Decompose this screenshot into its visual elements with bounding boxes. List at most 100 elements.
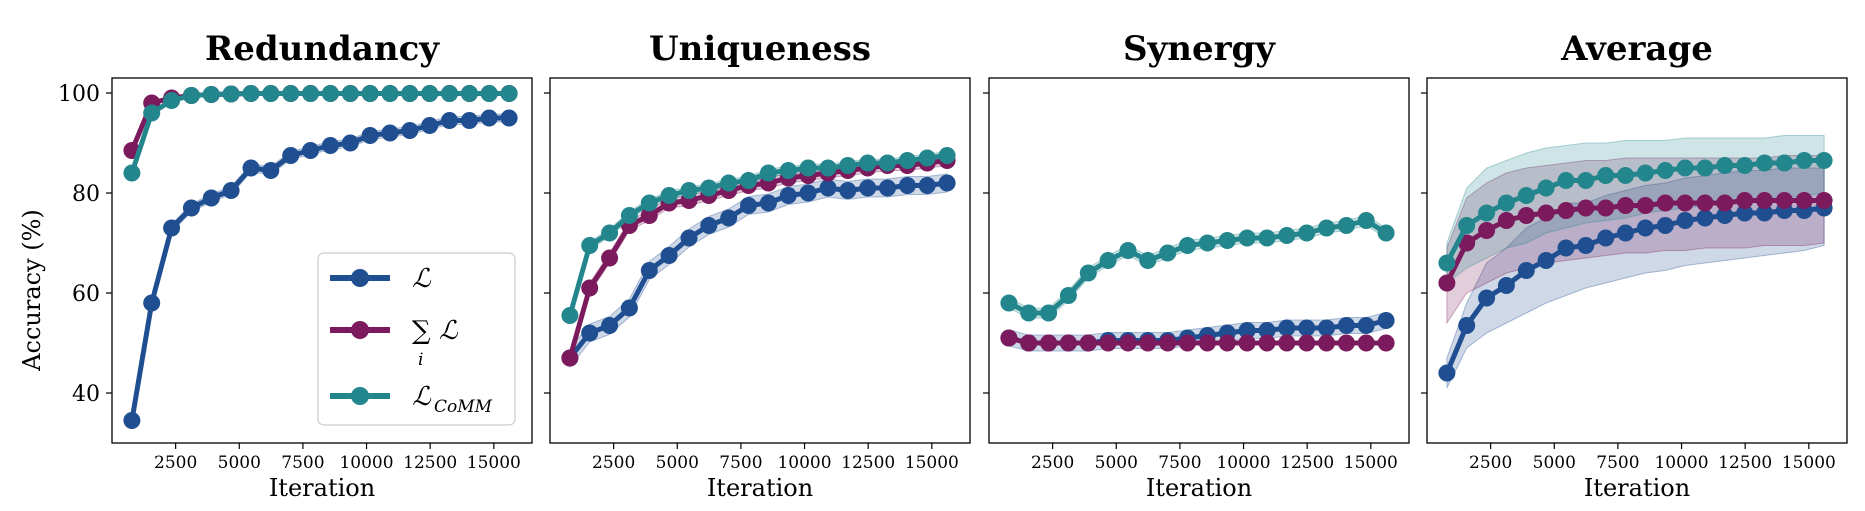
x-tick-label: 7500 [281,453,324,473]
data-point-L [401,122,419,139]
data-point-L [163,219,181,237]
data-point-sumLi [1238,334,1256,352]
data-point-Lcomm [601,224,619,242]
data-point-Lcomm [1179,237,1196,254]
panel-title: Uniqueness [649,29,871,69]
data-point-L [1676,212,1694,229]
data-point-L [1577,237,1595,254]
data-point-Lcomm [799,159,817,177]
data-point-L [143,294,161,312]
panel-title: Redundancy [205,29,440,69]
data-point-Lcomm [1318,219,1335,237]
data-point-L [759,194,777,212]
x-tick-label: 10000 [1216,453,1270,473]
data-point-Lcomm [680,182,698,199]
x-tick-label: 15000 [905,453,959,473]
legend-marker [351,321,369,339]
data-point-L [361,127,379,144]
data-point-Lcomm [1756,154,1773,172]
data-point-sumLi [1617,197,1634,214]
x-tick-label: 15000 [1344,453,1398,473]
data-point-Lcomm [561,307,579,324]
data-point-Lcomm [441,85,458,102]
data-point-Lcomm [500,85,518,102]
data-point-sumLi [640,207,658,224]
data-point-L [480,109,498,127]
data-point-Lcomm [1258,229,1276,247]
legend-label: ℒ [412,382,432,412]
legend-marker [351,387,369,405]
data-point-sumLi [1020,334,1038,352]
data-point-sumLi [1597,199,1615,217]
data-point-Lcomm [1079,264,1097,282]
data-point-L [1736,204,1754,222]
data-point-L [222,182,240,199]
data-point-sumLi [561,349,579,367]
x-tick-label: 5000 [1533,453,1576,473]
data-point-Lcomm [222,85,240,103]
data-point-sumLi [1198,334,1216,352]
data-point-Lcomm [819,159,837,177]
data-point-Lcomm [1577,172,1595,189]
data-point-L [680,229,698,247]
data-point-Lcomm [918,149,936,167]
legend-entry-sum-li: ∑ ℒ i [330,316,459,370]
confidence-band-Lcomm [131,91,510,175]
legend-entry-lcomm: ℒ CoMM [330,382,493,417]
data-point-L [321,137,339,154]
data-point-Lcomm [1617,167,1634,184]
data-point-Lcomm [123,164,141,182]
data-point-L [601,317,619,334]
data-point-L [1377,312,1395,329]
data-point-sumLi [1337,334,1355,352]
data-point-Lcomm [381,85,399,102]
data-point-Lcomm [1636,164,1654,182]
data-point-L [1337,317,1355,334]
x-axis-label: Iteration [1584,474,1690,502]
data-point-L [282,147,300,164]
data-point-Lcomm [282,85,300,102]
data-point-Lcomm [1218,232,1236,249]
y-tick-label: 60 [72,282,100,307]
data-point-Lcomm [1438,254,1456,272]
data-point-L [1617,224,1634,242]
data-point-L [262,162,280,179]
panel-average: Average 2500 5000 7500 10000 12500 15000 Iter… [1421,29,1848,502]
data-point-Lcomm [1497,194,1515,212]
panel-uniqueness: Uniqueness 2500 5000 7500 10000 12500 15000 I… [544,29,971,502]
data-point-Lcomm [1198,234,1216,252]
data-point-L [381,124,399,142]
data-point-sumLi [1059,334,1077,352]
legend-box [317,252,516,426]
data-point-Lcomm [1159,244,1177,262]
data-point-L [1557,239,1575,257]
data-point-sumLi [1357,334,1375,352]
data-point-L [1478,289,1496,307]
data-point-sumLi [1377,334,1395,352]
data-point-sumLi [1775,192,1793,209]
data-point-L [421,117,439,134]
legend-entry-L: ℒ [330,264,432,294]
x-tick-label: 5000 [1095,453,1138,473]
plot-frame [111,77,533,444]
data-point-Lcomm [1537,179,1555,197]
plot-frame [988,77,1410,444]
data-point-L [1716,207,1734,224]
legend-label-subscript: CoMM [434,397,493,417]
data-point-Lcomm [1815,152,1833,169]
x-tick-label: 12500 [403,453,457,473]
data-point-Lcomm [1337,217,1355,234]
x-tick-label: 15000 [1782,453,1836,473]
data-point-sumLi [1079,334,1097,352]
y-tick-label: 40 [72,382,100,407]
data-point-sumLi [1258,334,1276,352]
data-point-Lcomm [1517,187,1535,204]
data-point-Lcomm [341,85,359,102]
data-point-Lcomm [1795,152,1813,169]
data-point-Lcomm [720,174,738,192]
data-point-Lcomm [1736,157,1754,174]
data-point-Lcomm [1298,224,1316,242]
data-point-L [302,142,319,159]
data-point-Lcomm [1775,154,1793,172]
data-point-sumLi [1537,204,1555,222]
